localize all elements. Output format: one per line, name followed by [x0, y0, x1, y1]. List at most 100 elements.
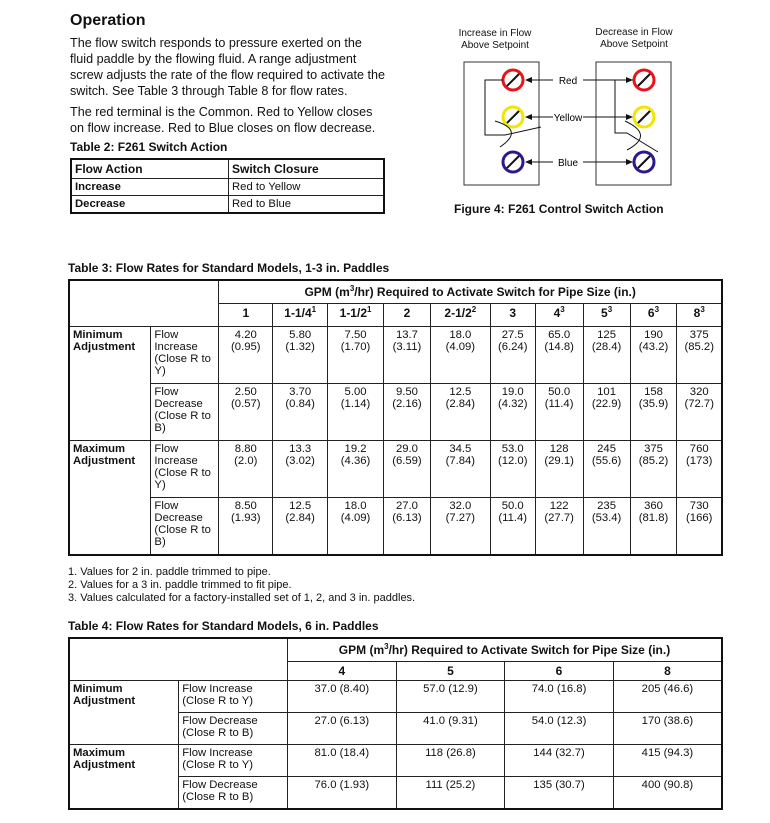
- value-cell: 235 (53.4): [582, 497, 631, 556]
- value-cell: 400 (90.8): [612, 776, 723, 810]
- span-header: GPM (m3/hr) Required to Activate Switch …: [218, 279, 723, 304]
- gpm-value: 2.50: [234, 386, 257, 398]
- value-cell: 144 (32.7): [504, 744, 614, 777]
- header-row: GPM (m3/hr) Required to Activate Switch …: [68, 279, 723, 327]
- gpm-value: 375: [644, 443, 663, 455]
- value-cell: 375 (85.2): [629, 440, 678, 498]
- table2-header: Switch Closure: [228, 158, 385, 179]
- gpm-value: 53.0: [501, 443, 524, 455]
- column-header-label: 5: [601, 306, 608, 320]
- table2-cell: Increase: [70, 178, 229, 196]
- value-cell: 50.0 (11.4): [534, 383, 584, 441]
- m3hr-value: (81.8): [638, 512, 669, 524]
- table2-header: Flow Action: [70, 158, 229, 179]
- column-header-label: 1-1/2: [339, 306, 367, 320]
- value-cell: 41.0 (9.31): [395, 712, 506, 745]
- m3hr-value: (0.95): [231, 341, 261, 353]
- gpm-value: 125: [597, 329, 616, 341]
- column-header-label: 6: [647, 306, 655, 320]
- column-header: 1: [218, 303, 274, 327]
- m3hr-value: (35.9): [638, 398, 669, 410]
- column-header: 63: [629, 303, 678, 327]
- table2-cell: Red to Yellow: [228, 178, 385, 196]
- value-cell: 74.0 (16.8): [504, 680, 614, 713]
- value-cell: 54.0 (12.3): [504, 712, 614, 745]
- value-cell: 76.0 (1.93): [287, 776, 397, 810]
- value-cell: 19.0 (4.32): [489, 383, 536, 441]
- value-cell: 81.0 (18.4): [287, 744, 397, 777]
- group-label: Minimum Adjustment: [68, 326, 152, 441]
- row-label: Flow Decrease (Close R to B): [178, 712, 288, 745]
- table-row: Minimum Adjustment Flow Increase (Close R…: [68, 680, 723, 745]
- span-header: GPM (m3/hr) Required to Activate Switch …: [287, 637, 723, 662]
- m3hr-value: (6.24): [497, 341, 528, 353]
- table-row: Minimum Adjustment Flow Increase (Close R…: [68, 326, 723, 441]
- gpm-value: 101: [597, 386, 616, 398]
- m3hr-value: (7.27): [445, 512, 476, 524]
- table-row: Maximum Adjustment Flow Increase (Close R…: [68, 744, 723, 810]
- gpm-value: 3.70: [289, 386, 312, 398]
- row-label: Flow Decrease (Close R to B): [178, 776, 288, 810]
- footnote: 2. Values for a 3 in. paddle trimmed to …: [68, 579, 292, 591]
- m3hr-value: (85.2): [638, 455, 669, 467]
- value-cell: 205 (46.6): [612, 680, 723, 713]
- value-cell: 375 (85.2): [676, 326, 723, 384]
- value-cell: 32.0 (7.27): [429, 497, 491, 556]
- right-switch-box: [595, 61, 672, 186]
- gpm-value: 5.80: [289, 329, 312, 341]
- value-cell: 320 (72.7): [676, 383, 723, 441]
- column-header-label: 8: [693, 306, 701, 320]
- span-header-sup: 3: [349, 284, 355, 293]
- value-cell: 190 (43.2): [629, 326, 678, 384]
- m3hr-value: (3.02): [285, 455, 315, 467]
- value-cell: 2.50 (0.57): [218, 383, 274, 441]
- gpm-value: 50.0: [501, 500, 524, 512]
- value-cell: 29.0 (6.59): [382, 440, 431, 498]
- column-header: 2: [382, 303, 431, 327]
- row-label: Flow Increase (Close R to Y): [150, 440, 220, 498]
- column-header-label: 1: [242, 306, 250, 320]
- table2-cell: Decrease: [70, 195, 229, 214]
- column-header: 1-1/41: [272, 303, 329, 327]
- value-cell: 9.50 (2.16): [382, 383, 431, 441]
- value-cell: 170 (38.6): [612, 712, 723, 745]
- value-cell: 730 (166): [676, 497, 723, 556]
- m3hr-value: (29.1): [544, 455, 574, 467]
- m3hr-value: (1.14): [340, 398, 371, 410]
- m3hr-value: (85.2): [684, 341, 714, 353]
- gpm-value: 27.0: [395, 500, 418, 512]
- value-cell: 360 (81.8): [629, 497, 678, 556]
- gpm-value: 27.5: [501, 329, 524, 341]
- figure-caption: Figure 4: F261 Control Switch Action: [454, 202, 664, 216]
- column-header-label: 2-1/2: [444, 306, 472, 320]
- column-header: 5: [395, 661, 506, 681]
- column-header: 43: [534, 303, 584, 327]
- gpm-value: 320: [689, 386, 709, 398]
- value-cell: 158 (35.9): [629, 383, 678, 441]
- gpm-value: 13.7: [395, 329, 418, 341]
- table3-title: Table 3: Flow Rates for Standard Models,…: [68, 261, 390, 275]
- column-header-label: 1-1/4: [284, 306, 312, 320]
- value-cell: 118 (26.8): [395, 744, 506, 777]
- m3hr-value: (72.7): [684, 398, 714, 410]
- span-header-post: /hr) Required to Activate Switch for Pip…: [388, 643, 671, 657]
- value-cell: 13.7 (3.11): [382, 326, 431, 384]
- row-label: Flow Increase (Close R to Y): [178, 744, 288, 777]
- m3hr-value: (173): [686, 455, 713, 467]
- value-cell: 128 (29.1): [534, 440, 584, 498]
- column-header-footnote: 2: [471, 305, 477, 314]
- span-header-sup: 3: [384, 642, 389, 651]
- gpm-value: 122: [549, 500, 569, 512]
- m3hr-value: (11.4): [544, 398, 574, 410]
- m3hr-value: (0.57): [231, 398, 261, 410]
- m3hr-value: (3.11): [392, 341, 422, 353]
- row-label: Flow Increase (Close R to Y): [150, 326, 220, 384]
- column-header: 1-1/21: [327, 303, 384, 327]
- column-header: 2-1/22: [429, 303, 491, 327]
- value-cell: 415 (94.3): [612, 744, 723, 777]
- column-header-label: 2: [403, 306, 411, 320]
- group-label: Maximum Adjustment: [68, 440, 152, 556]
- value-cell: 101 (22.9): [582, 383, 631, 441]
- column-header: 53: [582, 303, 631, 327]
